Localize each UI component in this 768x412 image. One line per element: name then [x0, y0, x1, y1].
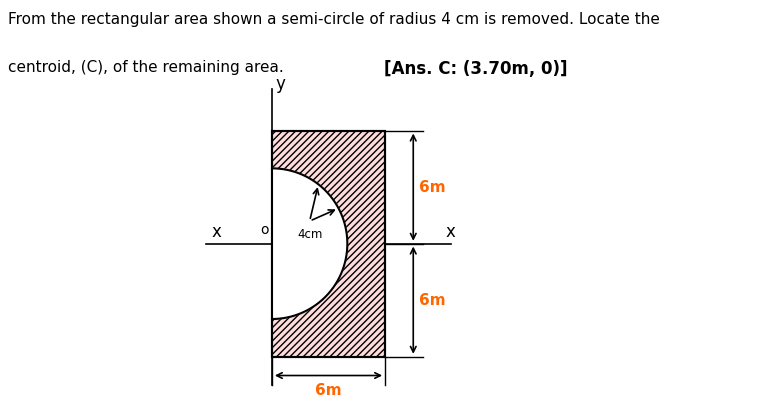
Text: centroid, (C), of the remaining area.: centroid, (C), of the remaining area. — [8, 60, 283, 75]
Text: 4cm: 4cm — [297, 228, 323, 241]
Bar — [272, 131, 385, 357]
Text: 6m: 6m — [419, 180, 445, 194]
Text: 6m: 6m — [315, 383, 342, 398]
Text: 6m: 6m — [419, 293, 445, 308]
Text: y: y — [276, 75, 286, 93]
Text: o: o — [260, 223, 270, 237]
Text: From the rectangular area shown a semi-circle of radius 4 cm is removed. Locate : From the rectangular area shown a semi-c… — [8, 12, 660, 27]
Text: x: x — [445, 223, 455, 241]
Text: [Ans. C: (3.70m, 0)]: [Ans. C: (3.70m, 0)] — [384, 60, 568, 78]
Polygon shape — [272, 169, 347, 319]
Text: x: x — [212, 223, 222, 241]
Bar — [272, 131, 385, 357]
